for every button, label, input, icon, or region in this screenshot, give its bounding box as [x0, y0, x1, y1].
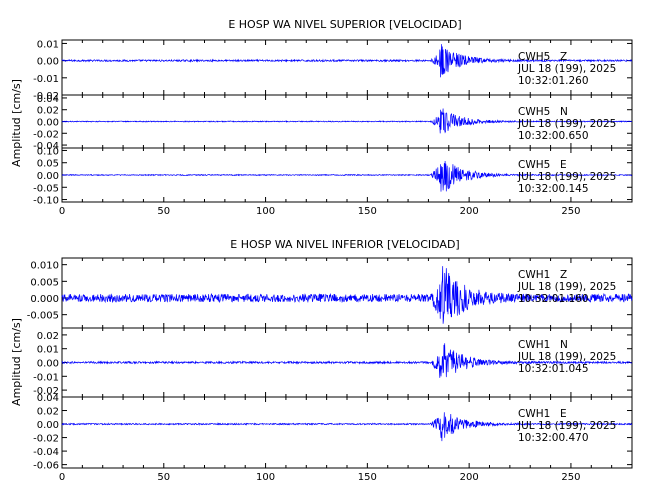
- component-label: N: [560, 339, 568, 351]
- y-tick-label: 0.10: [37, 146, 59, 157]
- date-label: JUL 18 (199), 2025: [517, 171, 616, 183]
- x-tick-label: 50: [157, 206, 170, 217]
- component-label: Z: [560, 269, 567, 281]
- date-label: JUL 18 (199), 2025: [517, 420, 616, 432]
- time-label: 10:32:00.145: [518, 183, 589, 195]
- y-tick-label: 0.00: [37, 57, 59, 68]
- x-tick-label: 250: [561, 472, 580, 483]
- y-tick-label: 0.00: [37, 359, 59, 370]
- y-tick-label: 0.04: [37, 393, 59, 404]
- component-label: E: [560, 159, 567, 171]
- x-tick-label: 0: [59, 206, 65, 217]
- component-label: Z: [560, 51, 567, 63]
- date-label: JUL 18 (199), 2025: [517, 351, 616, 363]
- station-label: CWH5: [518, 51, 550, 63]
- y-axis-label-upper: Amplitud [cm/s]: [10, 79, 23, 167]
- x-tick-label: 200: [460, 472, 479, 483]
- chart-upper-level: E HOSP WA NIVEL SUPERIOR [VELOCIDAD] Amp…: [10, 18, 633, 217]
- y-tick-label: 0.00: [37, 420, 59, 431]
- x-tick-label: 250: [561, 206, 580, 217]
- x-tick-label: 150: [358, 206, 377, 217]
- y-tick-label: -0.005: [27, 311, 59, 322]
- y-tick-label: -0.10: [33, 196, 59, 207]
- date-label: JUL 18 (199), 2025: [517, 281, 616, 293]
- y-tick-label: 0.00: [37, 118, 59, 129]
- chart-title-upper: E HOSP WA NIVEL SUPERIOR [VELOCIDAD]: [228, 18, 461, 31]
- station-label: CWH1: [518, 339, 550, 351]
- y-tick-label: 0.01: [37, 39, 59, 50]
- date-label: JUL 18 (199), 2025: [517, 63, 616, 75]
- y-tick-label: -0.01: [33, 74, 59, 85]
- y-tick-label: -0.04: [33, 447, 59, 458]
- trace-cwh5-n: [61, 108, 632, 134]
- y-axis-label-lower: Amplitud [cm/s]: [10, 318, 23, 406]
- y-tick-label: 0.010: [30, 261, 59, 272]
- x-axis-upper: 0 50 100 150 200 250: [59, 206, 581, 217]
- x-axis-lower: 0 50 100 150 200 250: [59, 472, 581, 483]
- y-tick-label: -0.04: [33, 141, 59, 152]
- y-tick-label: 0.04: [37, 94, 59, 105]
- trace-cwh1-n: [61, 343, 633, 378]
- x-tick-label: 100: [256, 472, 275, 483]
- x-tick-label: 100: [256, 206, 275, 217]
- y-tick-label: -0.02: [33, 386, 59, 397]
- y-tick-label: 0.02: [37, 106, 59, 117]
- station-label: CWH1: [518, 408, 550, 420]
- component-label: N: [560, 106, 568, 118]
- y-tick-label: -0.01: [33, 372, 59, 383]
- trace-cwh5-z: [61, 44, 633, 78]
- x-tick-label: 200: [460, 206, 479, 217]
- date-label: JUL 18 (199), 2025: [517, 118, 616, 130]
- time-label: 10:32:01.160: [518, 293, 589, 305]
- y-tick-label: -0.05: [33, 183, 59, 194]
- time-label: 10:32:00.470: [518, 432, 589, 444]
- time-label: 10:32:01.260: [518, 75, 589, 87]
- time-label: 10:32:00.650: [518, 130, 589, 142]
- y-tick-label: -0.02: [33, 434, 59, 445]
- y-tick-label: -0.02: [33, 129, 59, 140]
- station-label: CWH1: [518, 269, 550, 281]
- station-label: CWH5: [518, 159, 550, 171]
- chart-lower-level: E HOSP WA NIVEL INFERIOR [VELOCIDAD] Amp…: [10, 238, 633, 483]
- y-tick-label: 0.01: [37, 345, 59, 356]
- chart-title-lower: E HOSP WA NIVEL INFERIOR [VELOCIDAD]: [230, 238, 459, 251]
- trace-cwh5-e: [61, 160, 633, 192]
- y-tick-label: 0.005: [30, 277, 59, 288]
- y-tick-label: -0.02: [33, 91, 59, 102]
- trace-cwh1-e: [61, 412, 633, 442]
- y-tick-label: 0.02: [37, 331, 59, 342]
- y-tick-label: 0.00: [37, 171, 59, 182]
- component-label: E: [560, 408, 567, 420]
- y-tick-label: 0.05: [37, 159, 59, 170]
- station-label: CWH5: [518, 106, 550, 118]
- time-label: 10:32:01.045: [518, 363, 589, 375]
- y-tick-label: 0.02: [37, 407, 59, 418]
- x-tick-label: 0: [59, 472, 65, 483]
- x-tick-label: 150: [358, 472, 377, 483]
- y-tick-label: -0.06: [33, 461, 59, 472]
- trace-cwh1-z: [61, 266, 633, 324]
- x-tick-label: 50: [157, 472, 170, 483]
- y-tick-label: 0.000: [30, 294, 59, 305]
